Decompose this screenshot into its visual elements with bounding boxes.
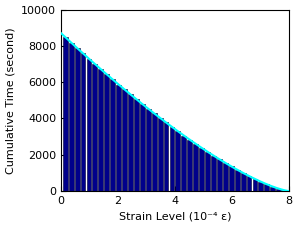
Bar <box>110 79 115 191</box>
Bar <box>276 189 281 191</box>
Bar <box>92 64 97 191</box>
Bar <box>164 123 168 191</box>
Bar <box>223 163 228 191</box>
Bar <box>247 176 252 191</box>
Bar <box>63 37 68 191</box>
Bar <box>134 99 139 191</box>
Bar <box>116 84 121 191</box>
Bar <box>199 148 204 191</box>
Bar <box>282 190 287 191</box>
Bar <box>211 155 216 191</box>
Bar <box>98 69 103 191</box>
Bar <box>140 104 145 191</box>
Bar <box>104 74 109 191</box>
Bar <box>122 89 127 191</box>
Bar <box>264 184 269 191</box>
Bar <box>158 118 162 191</box>
Bar <box>80 53 86 191</box>
Bar <box>241 173 246 191</box>
Bar <box>235 170 240 191</box>
Bar <box>75 48 80 191</box>
Y-axis label: Cumulative Time (second): Cumulative Time (second) <box>6 27 15 174</box>
Bar <box>205 152 210 191</box>
Bar <box>146 109 151 191</box>
Bar <box>217 159 222 191</box>
Bar <box>193 144 198 191</box>
Bar <box>187 140 192 191</box>
Bar <box>86 59 91 191</box>
Bar <box>181 136 186 191</box>
Bar <box>152 114 157 191</box>
Bar <box>170 127 174 191</box>
Bar <box>252 179 257 191</box>
Bar <box>69 43 74 191</box>
Bar <box>229 166 234 191</box>
Bar <box>128 94 133 191</box>
Bar <box>176 131 180 191</box>
X-axis label: Strain Level (10⁻⁴ ε): Strain Level (10⁻⁴ ε) <box>119 211 231 222</box>
Bar <box>258 182 263 191</box>
Bar <box>270 187 275 191</box>
